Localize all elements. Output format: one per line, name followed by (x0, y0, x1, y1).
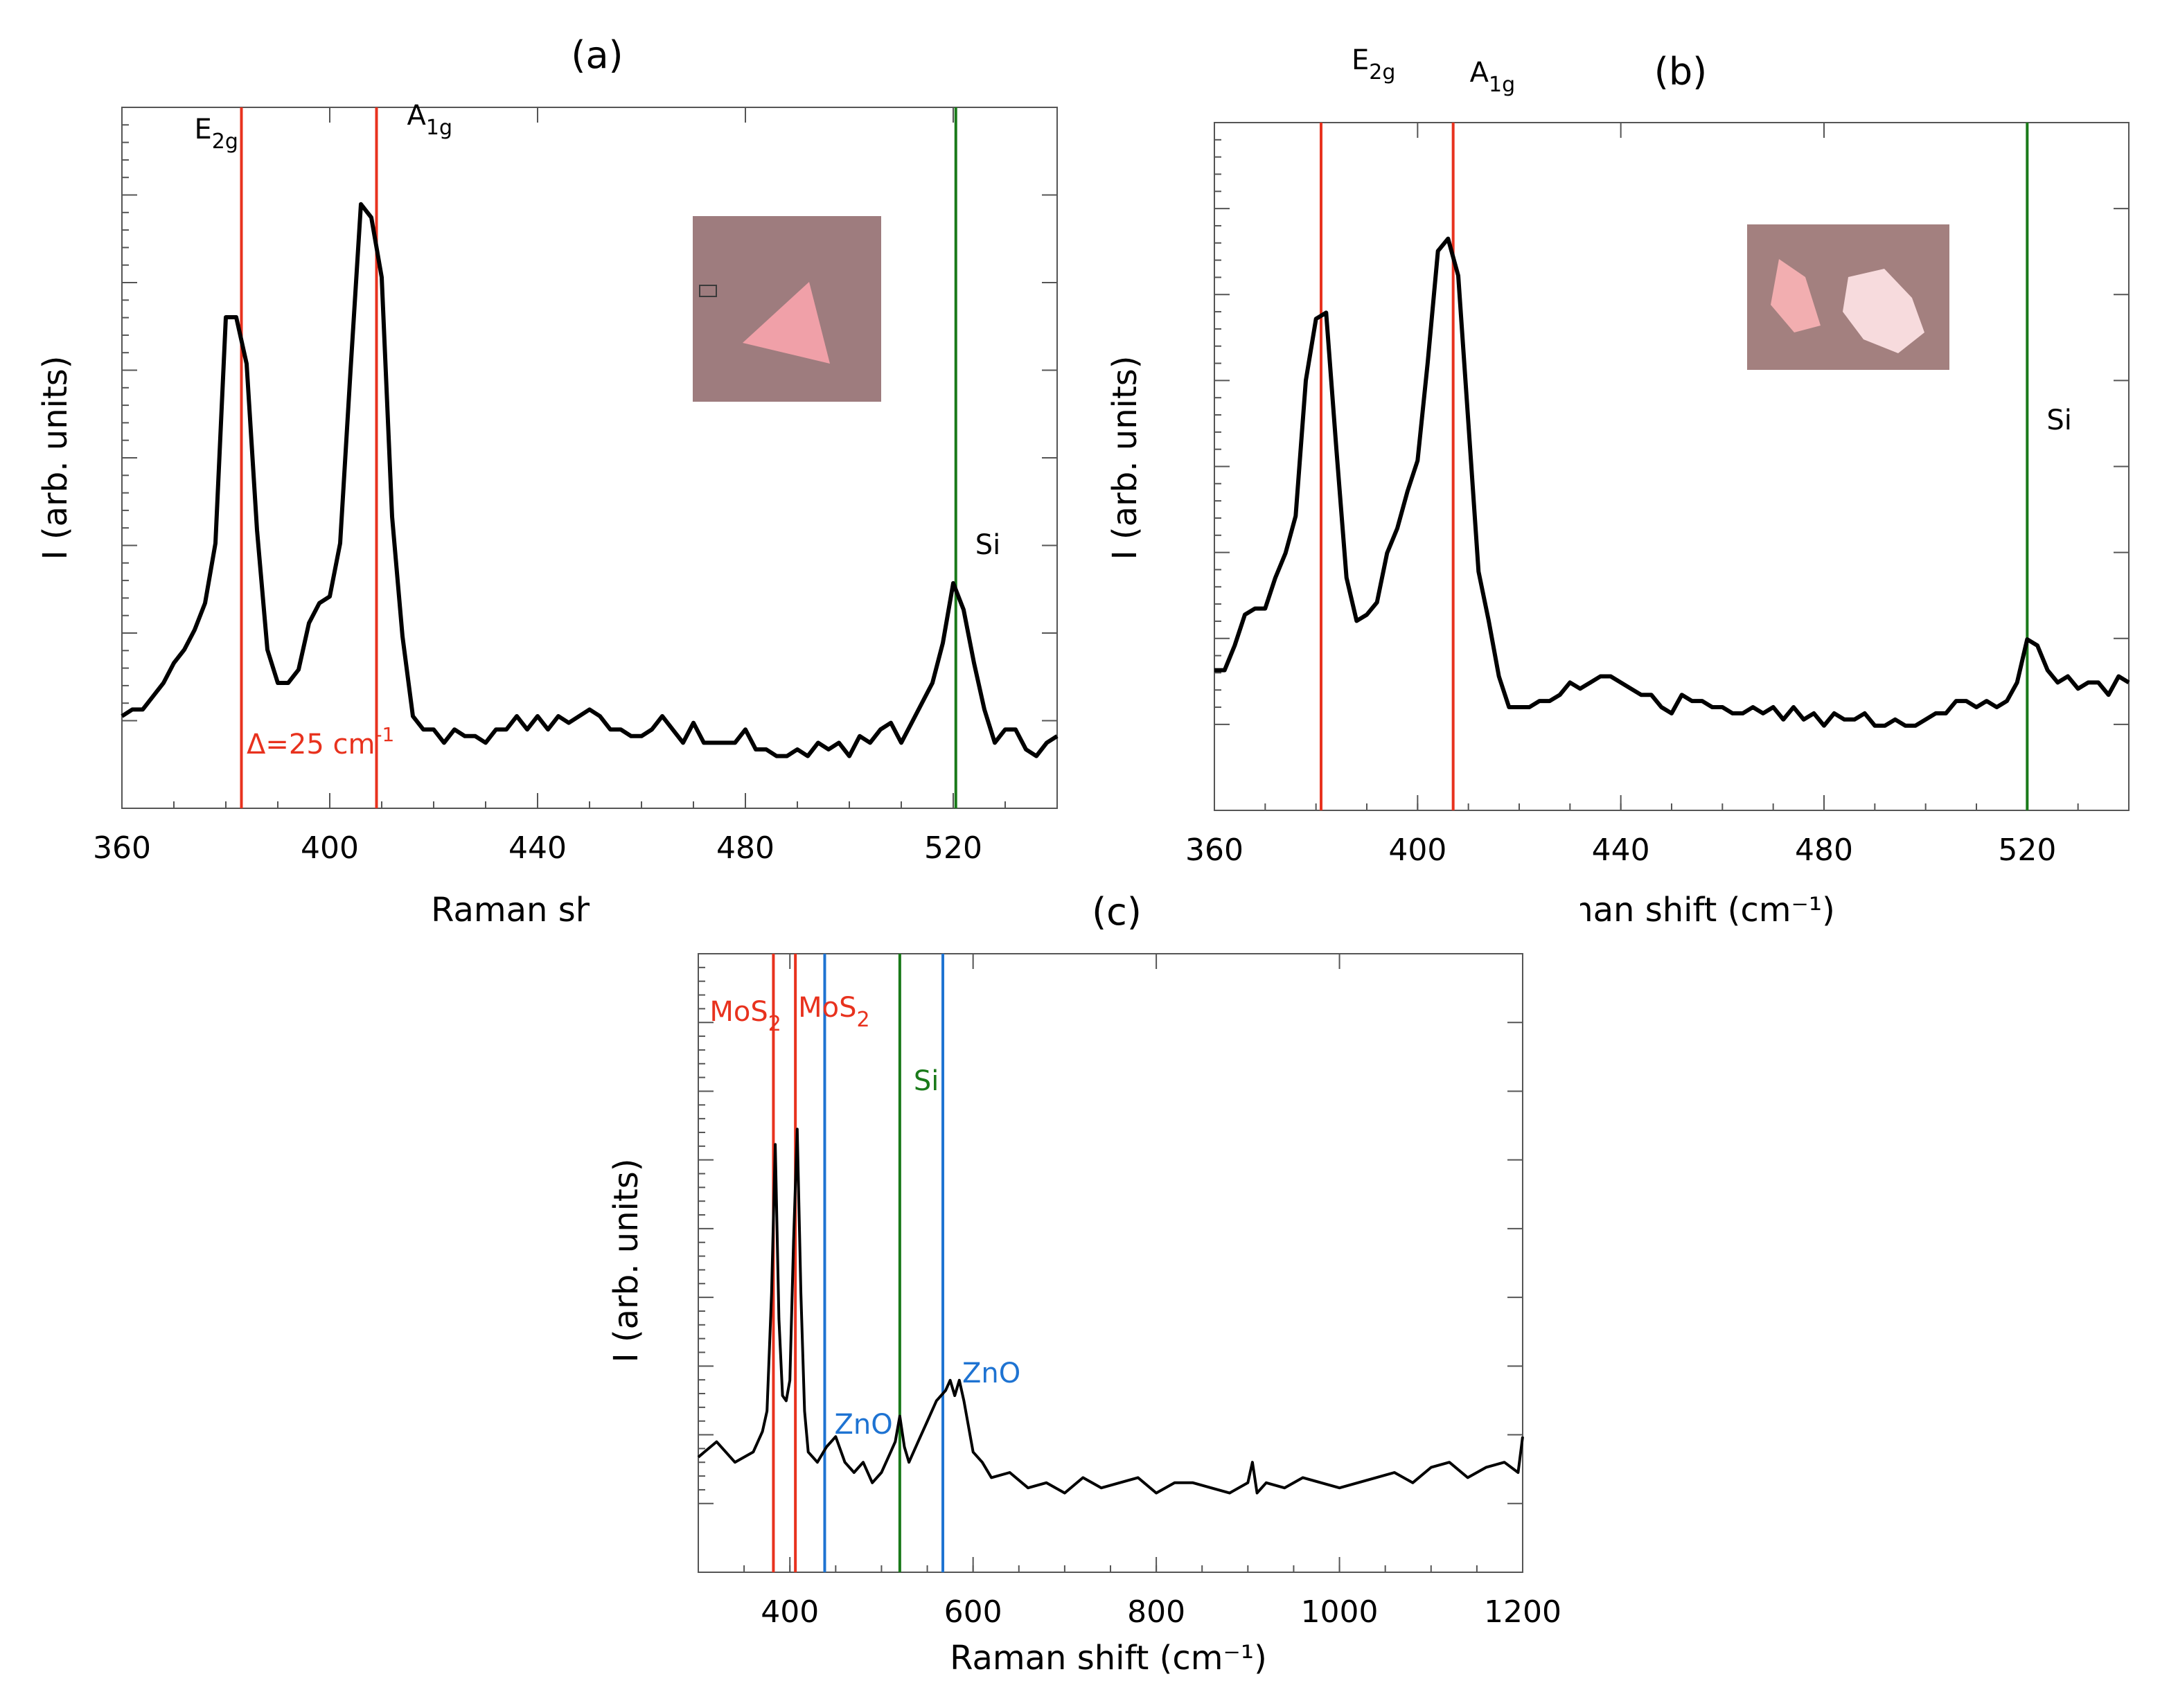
peak-label-e: E2g (1352, 44, 1395, 84)
panel-a-inset-micrograph (693, 216, 881, 402)
x-tick-label: 520 (924, 830, 982, 866)
x-tick-label: 360 (93, 830, 151, 866)
peak-label-main: MoS (709, 996, 768, 1028)
panel-b-reference-lines (1320, 123, 2029, 810)
panel-c-x-ticks: 400 600 800 1000 1200 (698, 954, 1561, 1630)
peak-label-mos: MoS2 (798, 992, 869, 1032)
panel-b-peak-labels: E2g A1g Si (1352, 44, 2072, 436)
inset-flake-left (1771, 259, 1821, 332)
panel-b-y-axis-label: I (arb. units) (1106, 355, 1144, 560)
panel-a-frame (121, 107, 1058, 809)
peak-label-a: A1g (407, 100, 453, 140)
x-tick-label: 440 (1592, 833, 1650, 868)
x-tick-label: 360 (1185, 833, 1243, 868)
x-tick-label: 400 (761, 1594, 819, 1630)
panel-a-y-axis-label: I (arb. units) (36, 355, 75, 560)
peak-label-e: E2g (195, 114, 238, 154)
panel-a-delta-annotation: Δ=25 cm-1 (247, 723, 394, 760)
peak-label-main: ZnO (962, 1358, 1020, 1389)
panel-a-title: (a) (571, 33, 623, 77)
panel-b-y-ticks (1214, 139, 2129, 725)
peak-label-subscript: 2 (768, 1012, 781, 1036)
panel-c-title-backdrop (590, 880, 1580, 950)
panel-c-title: (c) (1092, 890, 1142, 934)
peak-label-si: Si (2046, 404, 2072, 436)
panel-c-y-axis-label: I (arb. units) (607, 1158, 646, 1362)
x-tick-label: 1000 (1301, 1594, 1379, 1630)
x-tick-label: 1200 (1484, 1594, 1561, 1630)
delta-text: Δ=25 cm (247, 729, 375, 760)
peak-label-main: E (1352, 44, 1369, 76)
peak-label-main: E (195, 114, 212, 145)
x-tick-label: 400 (301, 830, 359, 866)
peak-label-subscript: 1g (1489, 73, 1515, 97)
panel-a-x-ticks: 360 400 440 480 520 (93, 107, 1058, 866)
inset-flake-right (1843, 269, 1924, 353)
x-tick-label: 480 (716, 830, 774, 866)
peak-label-si: Si (975, 529, 1001, 561)
x-tick-label: 400 (1388, 833, 1446, 868)
x-tick-label: 440 (508, 830, 567, 866)
x-tick-label: 800 (1127, 1594, 1185, 1630)
panel-a: (a) 360 400 440 480 520 E2g A1g Si Δ=25 cm-1 I… (36, 33, 1059, 929)
peak-label-main: Si (914, 1065, 939, 1097)
peak-label-subscript: 1g (426, 116, 452, 140)
panel-b-frame (1214, 122, 2130, 811)
peak-label-zno: ZnO (834, 1409, 892, 1441)
x-tick-label: 520 (1998, 833, 2056, 868)
inset-marker (699, 285, 717, 297)
panel-a-reference-lines (240, 107, 957, 808)
peak-label-subscript: 2g (212, 130, 238, 154)
panel-c-x-axis-label: Raman shift (cm⁻¹) (950, 1639, 1267, 1678)
peak-label-main: A (407, 100, 427, 132)
peak-label-mos: MoS2 (709, 996, 781, 1036)
panel-b-x-ticks: 360 400 440 480 520 (1185, 123, 2130, 868)
peak-label-main: ZnO (834, 1409, 892, 1441)
panel-b-title: (b) (1654, 50, 1707, 94)
panel-a-peak-labels: E2g A1g Si (195, 100, 1001, 561)
x-tick-label: 480 (1795, 833, 1853, 868)
panel-c-frame (698, 953, 1523, 1573)
peak-label-main: A (1470, 57, 1489, 89)
peak-label-zno: ZnO (962, 1358, 1020, 1389)
panel-a-spectrum-line (121, 202, 1059, 758)
peak-label-subscript: 2g (1369, 60, 1395, 84)
peak-label-a: A1g (1470, 57, 1516, 97)
panel-c-y-ticks (698, 966, 1523, 1504)
panel-a-y-ticks (122, 124, 1057, 722)
peak-label-main: Si (2046, 404, 2072, 436)
panel-b-inset-micrograph (1747, 224, 1949, 370)
x-tick-label: 600 (944, 1594, 1002, 1630)
panel-b: (b) 360 400 440 480 520 E2g A1g Si I (arb. uni… (1106, 44, 2130, 929)
peak-label-subscript: 2 (857, 1008, 870, 1032)
panel-c-reference-lines (772, 954, 945, 1572)
panel-c-spectrum-line (697, 1128, 1524, 1495)
peak-label-main: MoS (798, 992, 856, 1024)
peak-label-main: Si (975, 529, 1001, 561)
delta-sup: -1 (375, 723, 394, 746)
peak-label-si: Si (914, 1065, 939, 1097)
inset-triangle-flake (743, 282, 830, 364)
panel-b-spectrum-line (1214, 236, 2130, 728)
